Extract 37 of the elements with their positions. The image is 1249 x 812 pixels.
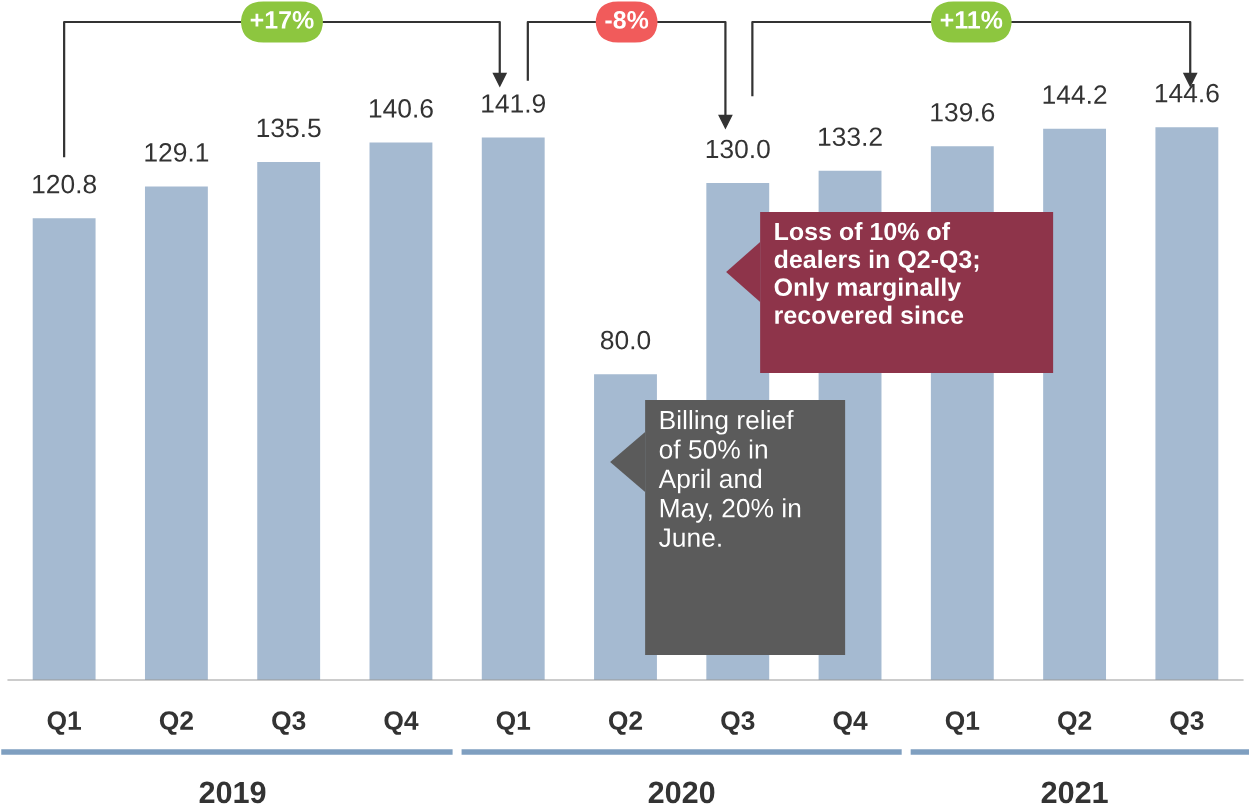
- data-label: 133.2: [819, 127, 882, 147]
- x-tick-label: Q3: [721, 711, 755, 735]
- x-tick-label: Q1: [496, 711, 531, 735]
- bar: [369, 142, 433, 680]
- text: 2019: [199, 781, 266, 804]
- data-label: 141.9: [482, 94, 545, 113]
- data-label: 135.5: [257, 118, 321, 138]
- x-tick-label: Q1: [47, 711, 81, 735]
- bar: [32, 218, 96, 680]
- bar: [481, 137, 545, 680]
- x-tick-label: Q2: [608, 711, 643, 735]
- bar: [144, 186, 208, 680]
- data-label: 144.2: [1043, 85, 1107, 104]
- annotation: Loss of 10% of dealers in Q2-Q3; Only marginally recovered since: [774, 222, 979, 324]
- data-label: 140.6: [369, 99, 433, 118]
- x-tick-label: Q2: [1058, 711, 1092, 735]
- data-label: 129.1: [145, 143, 209, 162]
- x-tick-label: Q4: [833, 711, 868, 735]
- text: 2021: [1041, 781, 1108, 804]
- data-label: 144.6: [1155, 83, 1219, 103]
- data-label: 130.0: [706, 139, 770, 159]
- annotation: Billing relief of 50% in April and May, 20% in June.: [658, 410, 801, 547]
- x-tick-label: Q2: [159, 711, 193, 735]
- text: +11%: [940, 11, 1003, 29]
- text: +17%: [250, 11, 314, 29]
- text: -8%: [605, 11, 649, 29]
- text: 2020: [648, 781, 715, 804]
- x-tick-label: Q3: [272, 711, 306, 735]
- bar: [1043, 128, 1107, 680]
- data-label: 120.8: [33, 174, 97, 194]
- x-tick-label: Q3: [1170, 711, 1204, 735]
- x-tick-label: Q4: [384, 711, 419, 735]
- data-label: 80.0: [600, 330, 651, 350]
- bar: [1155, 127, 1219, 680]
- data-label: 139.6: [931, 102, 995, 122]
- x-tick-label: Q1: [945, 711, 980, 735]
- bar: [257, 161, 321, 680]
